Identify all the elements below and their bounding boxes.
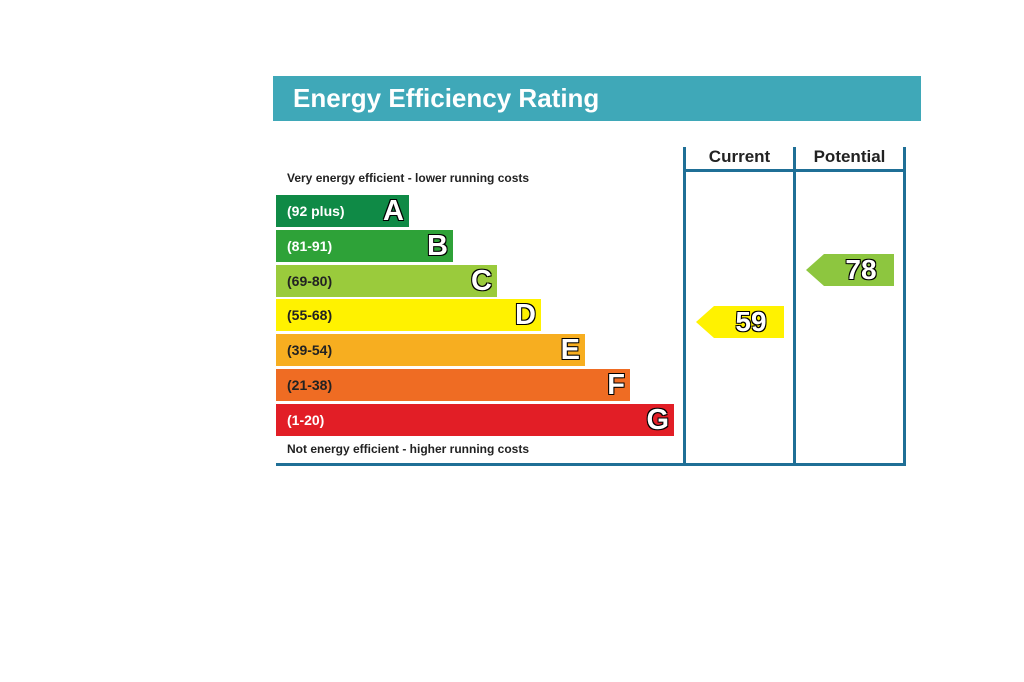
band-range: (81-91)	[287, 237, 333, 254]
band-letter: F	[607, 369, 625, 401]
band-range: (21-38)	[287, 377, 333, 393]
potential-rating-value: 78	[845, 253, 877, 285]
band-bar-d: (55-68) D	[276, 299, 541, 332]
band-range: (55-68)	[287, 307, 333, 324]
band-range: (1-20)	[287, 411, 325, 428]
column-divider	[793, 147, 796, 465]
band-range: (69-80)	[287, 272, 333, 289]
bottom-note: Not energy efficient - higher running co…	[287, 442, 530, 456]
band-range: (39-54)	[287, 342, 333, 359]
band-letter: G	[646, 403, 669, 436]
chart-title: Energy Efficiency Rating	[293, 83, 600, 113]
current-column-header: Current	[708, 147, 771, 166]
band-bar-e: (39-54) E	[276, 334, 585, 367]
column-divider	[903, 147, 906, 465]
top-note: Very energy efficient - lower running co…	[287, 171, 530, 185]
bottom-rule	[276, 463, 906, 466]
current-arrow-shape	[696, 306, 784, 338]
band-bar-c: (69-80) C	[276, 264, 497, 297]
current-rating-value: 59	[735, 306, 767, 337]
column-divider	[683, 147, 686, 465]
band-range: (92 plus)	[287, 203, 345, 219]
band-letter: B	[427, 229, 448, 262]
band-letter: C	[471, 264, 492, 297]
band-letter: E	[560, 334, 580, 367]
band-bar-a: (92 plus) A	[276, 195, 409, 227]
band-letter: D	[515, 299, 536, 332]
band-bar-f: (21-38) F	[276, 369, 630, 401]
band-letter: A	[383, 195, 404, 227]
title-banner: Energy Efficiency Rating	[273, 76, 921, 121]
band-bar-b: (81-91) B	[276, 229, 453, 262]
header-rule	[683, 169, 906, 172]
band-bar-g: (1-20) G	[276, 403, 674, 436]
potential-column-header: Potential	[813, 147, 886, 166]
current-rating-arrow: 59	[696, 306, 784, 338]
potential-arrow-shape	[806, 253, 894, 286]
potential-rating-arrow: 78	[806, 253, 894, 286]
